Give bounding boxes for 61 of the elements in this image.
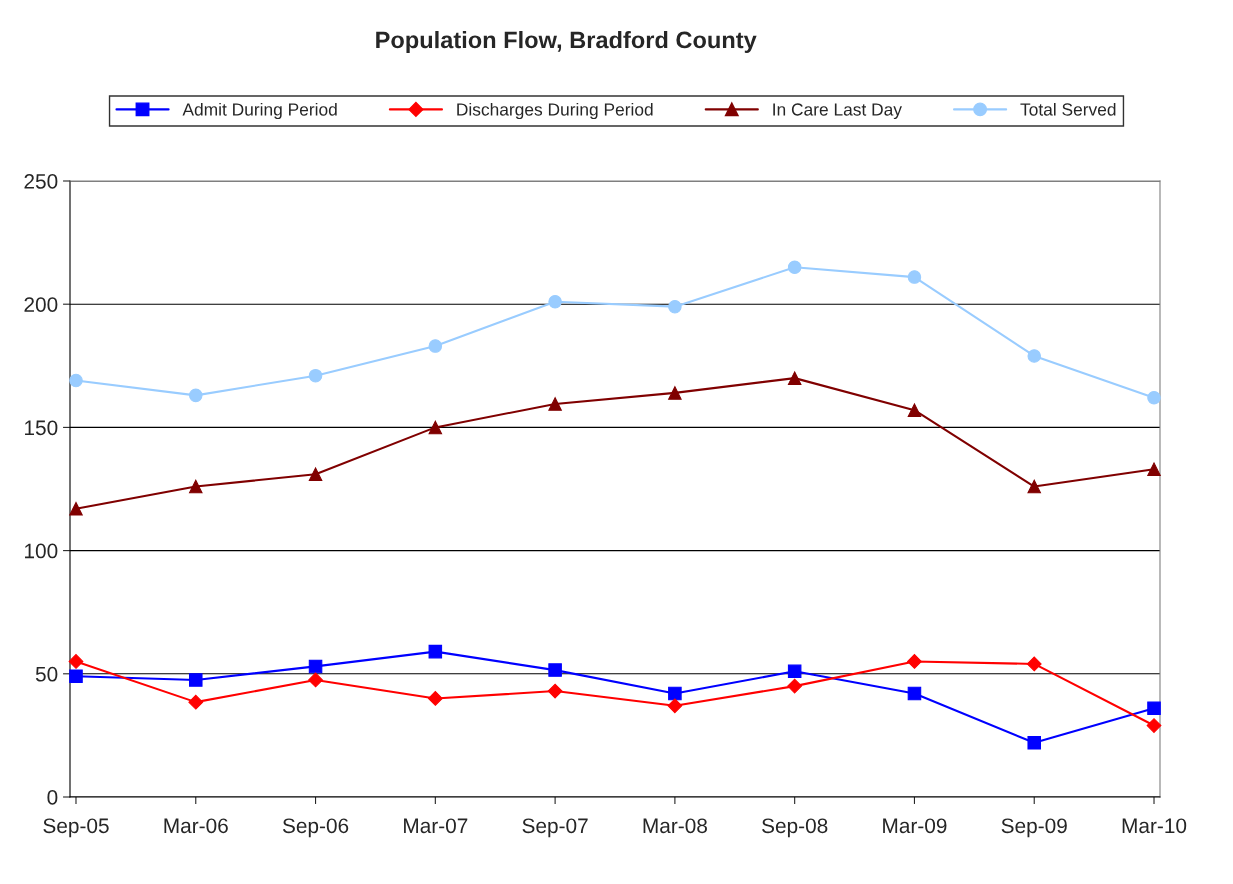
point <box>189 388 203 403</box>
x-tick-label: Mar-07 <box>404 818 468 834</box>
point <box>69 501 83 516</box>
legend-label: In Care Last Day <box>773 103 902 120</box>
x-tick-label: Sep-06 <box>282 818 349 838</box>
point <box>548 294 562 309</box>
point <box>308 368 323 383</box>
point <box>308 672 323 688</box>
x-tick-label: Mar-08 <box>643 818 707 834</box>
point <box>907 403 922 417</box>
point <box>188 694 204 710</box>
point <box>1027 349 1041 363</box>
point <box>428 420 443 435</box>
point <box>427 691 443 706</box>
y-tick-label: 100 <box>25 543 58 559</box>
point <box>787 664 802 679</box>
y-tick-label: 150 <box>25 420 58 436</box>
point <box>547 683 563 699</box>
point <box>907 686 922 701</box>
point <box>548 397 562 411</box>
point <box>787 678 803 694</box>
point <box>907 654 922 669</box>
x-tick-label: Sep-07 <box>522 818 588 838</box>
y-tick-label: 50 <box>35 666 58 682</box>
point <box>1027 479 1041 494</box>
point <box>1147 391 1161 405</box>
point <box>1146 718 1162 733</box>
point <box>308 467 323 481</box>
point <box>1027 736 1041 750</box>
x-tick-label: Mar-06 <box>164 818 228 834</box>
point <box>308 659 323 674</box>
point <box>69 373 83 388</box>
point <box>189 673 203 687</box>
x-tick-label: Sep-09 <box>1001 818 1067 838</box>
x-tick-label: Mar-09 <box>883 818 947 834</box>
point <box>787 260 802 275</box>
legend-label: Total Served <box>1020 102 1116 116</box>
point <box>428 339 443 353</box>
point <box>787 371 802 385</box>
point <box>548 663 562 677</box>
point <box>668 686 682 701</box>
legend-label: Discharges During Period <box>457 102 653 120</box>
point <box>428 644 443 659</box>
x-tick-label: Sep-08 <box>762 818 828 838</box>
point <box>1147 462 1161 477</box>
y-tick-label: 250 <box>24 174 58 189</box>
point <box>1026 656 1042 672</box>
point <box>907 270 922 284</box>
point <box>668 299 682 314</box>
point <box>68 654 84 669</box>
x-tick-label: Sep-05 <box>43 818 109 838</box>
legend-label: Admit During Period <box>182 102 337 120</box>
point <box>189 479 203 494</box>
chart-title: Population Flow, Bradford County <box>376 31 757 54</box>
y-tick-label: 0 <box>47 790 58 805</box>
x-tick-label: Mar-10 <box>1122 818 1187 834</box>
point <box>667 698 683 714</box>
point <box>668 386 682 400</box>
point <box>1147 701 1161 716</box>
y-tick-label: 200 <box>24 297 58 312</box>
point <box>69 669 83 684</box>
